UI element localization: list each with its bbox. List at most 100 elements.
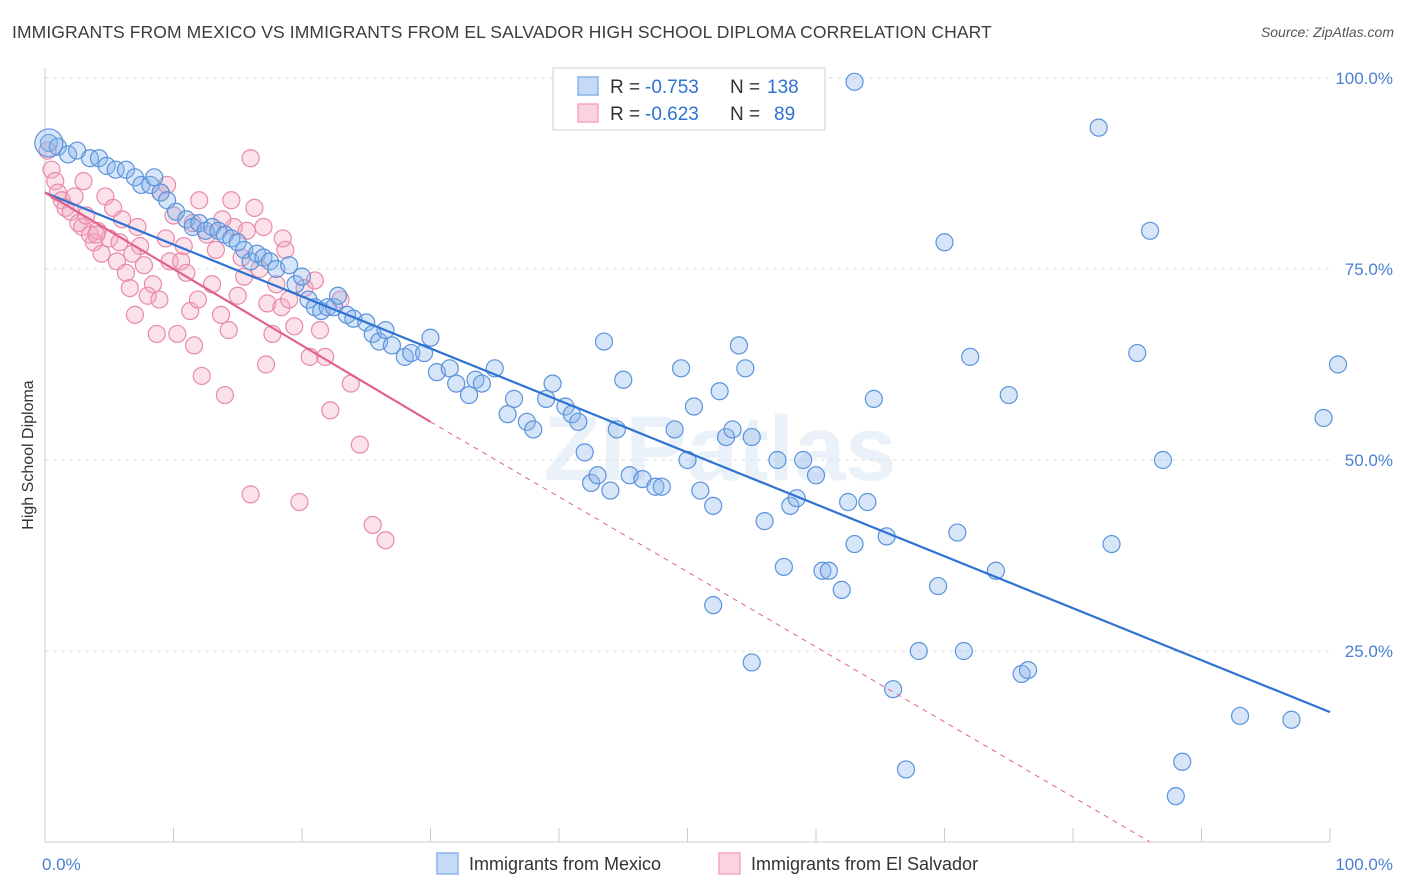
mexico-point: [1018, 660, 1038, 680]
mexico-point: [710, 382, 729, 401]
trend-lines: [44, 191, 1331, 843]
mexico-point: [145, 168, 164, 187]
mexico-point: [1166, 787, 1185, 806]
series-legend: Immigrants from Mexico Immigrants from E…: [436, 852, 978, 875]
legend-r-label-1: R =: [610, 77, 640, 98]
y-tick-label-1: 75.0%: [1345, 260, 1393, 279]
salvador-point: [130, 236, 150, 256]
tick-labels: 100.0% 75.0% 50.0% 25.0% 0.0% 100.0%: [42, 69, 1393, 874]
salvador-point: [310, 321, 330, 340]
chart-title: IMMIGRANTS FROM MEXICO VS IMMIGRANTS FRO…: [12, 22, 992, 42]
correlation-legend: R = -0.753 N = 138 R = -0.623 N = 89: [552, 67, 826, 131]
mexico-point: [999, 385, 1018, 405]
mexico-point: [954, 641, 973, 661]
salvador-point: [150, 290, 169, 309]
legend-n-value-2: 89: [774, 104, 795, 125]
mexico-point: [402, 343, 421, 363]
salvador-point: [143, 275, 163, 294]
salvador-point: [206, 240, 226, 259]
salvador-point: [120, 279, 139, 298]
legend-r-label-2: R =: [610, 104, 640, 125]
mexico-point: [928, 576, 948, 596]
mexico-point: [34, 128, 64, 158]
salvador-point: [138, 286, 157, 305]
mexico-point: [1230, 706, 1250, 726]
mexico-point: [582, 473, 601, 493]
mexico-point: [504, 389, 524, 408]
mexico-trend-line: [44, 191, 1331, 714]
mexico-point: [755, 512, 774, 531]
mexico-point: [59, 145, 78, 164]
mexico-point: [569, 412, 588, 431]
mexico-point: [328, 286, 348, 305]
watermark: ZIPatlas: [544, 398, 897, 500]
mexico-point: [48, 137, 67, 156]
mexico-point: [1128, 343, 1147, 363]
salvador-point: [188, 290, 208, 309]
y-axis-title: High School Diploma: [20, 380, 37, 530]
salvador-point: [192, 366, 211, 386]
legend-n-label-2: N =: [730, 104, 760, 125]
salvador-point: [256, 355, 276, 374]
mexico-point: [736, 359, 755, 378]
mexico-point: [517, 412, 536, 431]
mexico-point: [671, 359, 691, 378]
salvador-point: [215, 385, 234, 405]
salvador-point: [254, 217, 273, 237]
bottom-legend-swatch-salvador: [718, 852, 741, 875]
mexico-point: [781, 496, 800, 515]
mexico-point: [601, 481, 620, 500]
mexico-point: [646, 477, 665, 496]
bottom-legend-label-mexico: Immigrants from Mexico: [469, 854, 661, 874]
mexico-point: [414, 343, 434, 363]
mexico-point: [1102, 534, 1121, 554]
mexico-point: [588, 466, 607, 485]
mexico-point: [575, 443, 594, 462]
salvador-trend-extension: [430, 421, 1151, 843]
y-tick-label-0: 100.0%: [1335, 69, 1393, 88]
mexico-point: [691, 481, 710, 500]
salvador-point: [73, 217, 92, 237]
salvador-point: [290, 492, 309, 512]
mexico-point: [1153, 450, 1173, 470]
salvador-point: [147, 324, 166, 344]
mexico-point: [896, 760, 916, 779]
mexico-point: [819, 561, 838, 580]
mexico-point: [1089, 118, 1108, 137]
mexico-point: [421, 328, 440, 347]
mexico-point: [459, 385, 479, 405]
mexico-point: [89, 149, 109, 168]
mexico-point: [498, 405, 517, 424]
mexico-point: [839, 492, 858, 512]
mexico-point: [704, 596, 723, 615]
mexico-point: [723, 420, 742, 439]
salvador-point: [213, 210, 232, 229]
mexico-point: [729, 336, 749, 355]
mexico-point: [1328, 355, 1348, 374]
x-tick-label-0: 0.0%: [42, 855, 81, 874]
mexico-point: [97, 156, 116, 175]
mexico-point: [166, 202, 186, 221]
salvador-point: [258, 294, 277, 313]
salvador-point: [241, 149, 260, 168]
salvador-point: [219, 321, 238, 340]
bottom-legend-label-salvador: Immigrants from El Salvador: [751, 854, 978, 874]
mexico-point: [716, 427, 736, 447]
mexico-point: [883, 680, 903, 699]
salvador-point: [92, 244, 111, 263]
salvador-point: [222, 191, 241, 210]
y-tick-label-2: 50.0%: [1345, 451, 1393, 470]
salvador-point: [125, 305, 145, 324]
mexico-point: [742, 653, 761, 672]
salvador-point: [241, 485, 260, 504]
salvador-point: [245, 198, 264, 217]
mexico-point: [125, 168, 145, 187]
mexico-point: [864, 389, 883, 408]
salvador-point: [184, 336, 204, 355]
mexico-point: [472, 374, 491, 393]
salvador-point: [350, 435, 369, 454]
salvador-point: [321, 401, 340, 420]
salvador-point: [116, 263, 136, 282]
salvador-point: [190, 191, 209, 210]
